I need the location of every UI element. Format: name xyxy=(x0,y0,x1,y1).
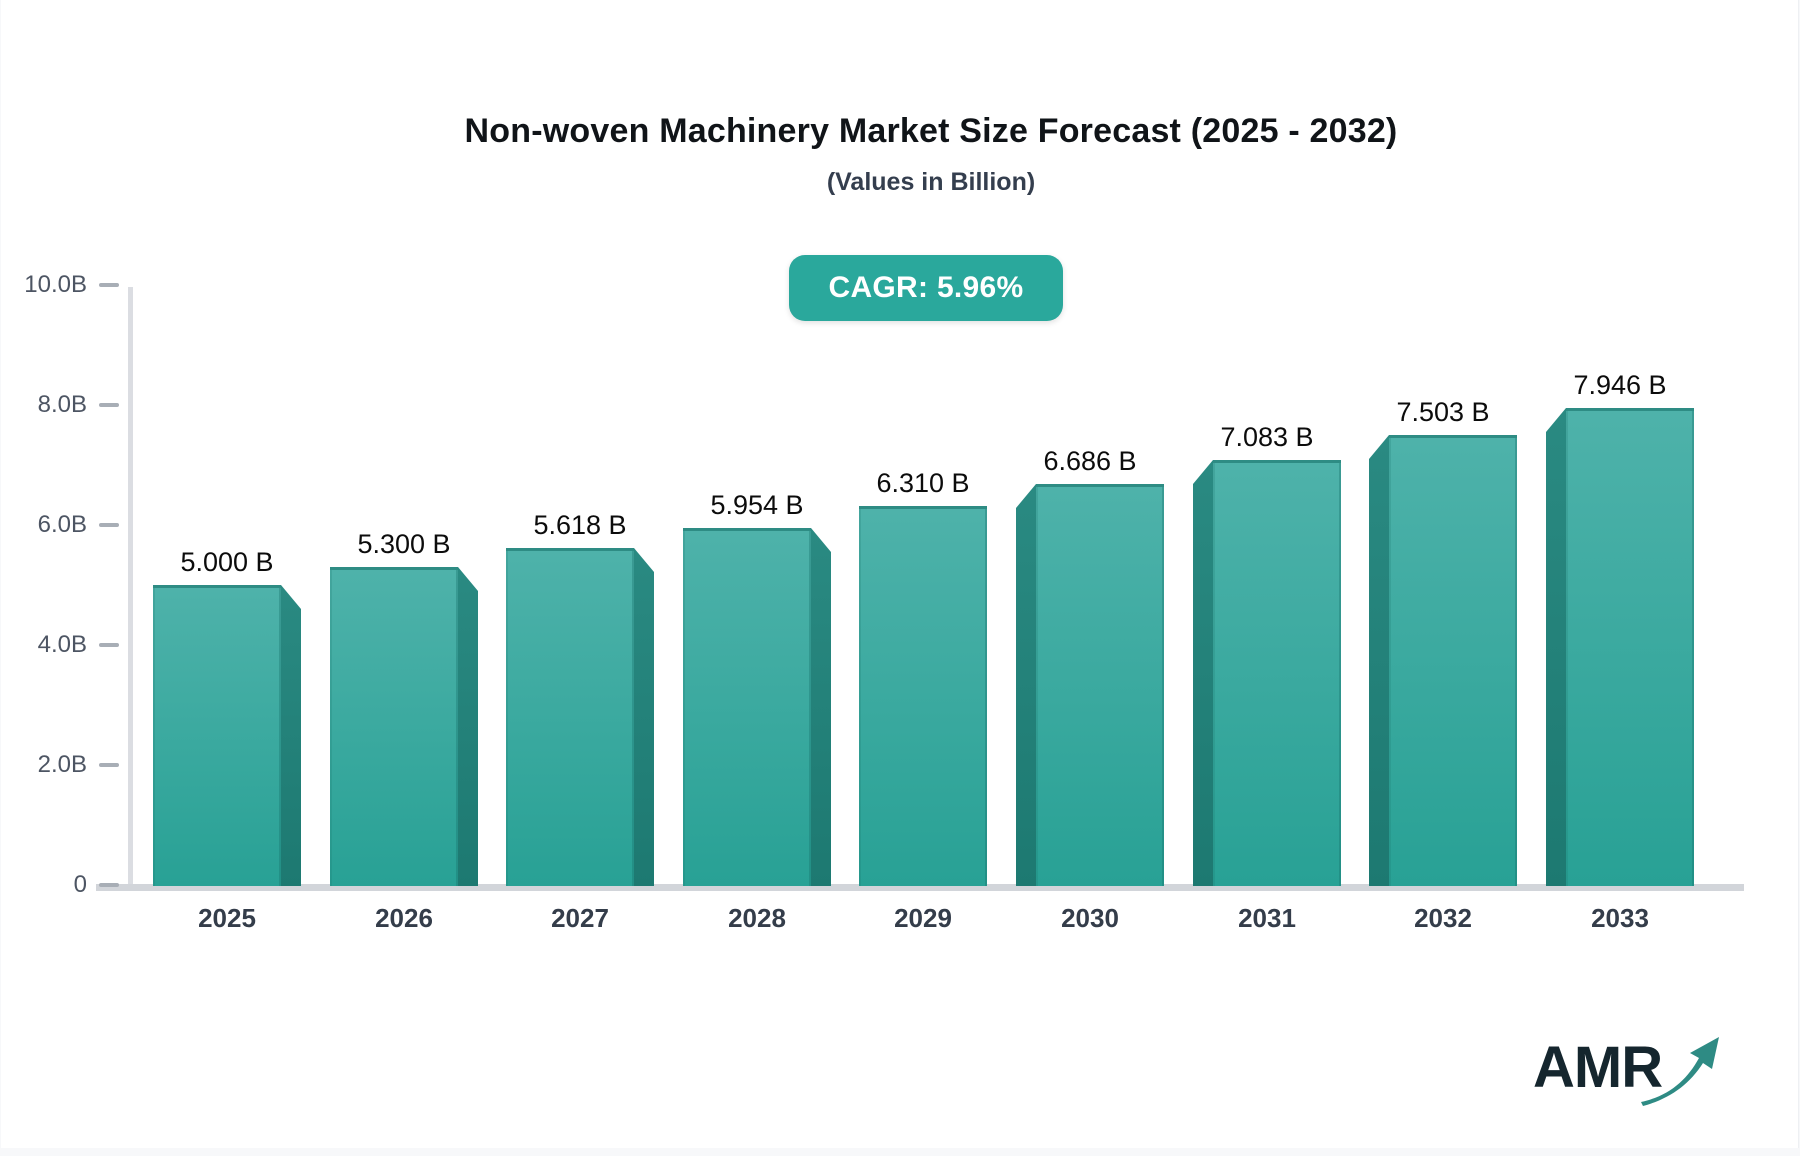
x-axis-label-2026: 2026 xyxy=(375,903,433,933)
y-axis-tick xyxy=(99,523,119,527)
bar-2032 xyxy=(1389,435,1517,886)
x-axis-label-2033: 2033 xyxy=(1591,903,1649,933)
bar-2029 xyxy=(859,506,987,886)
bar-value-label: 7.083 B xyxy=(1220,422,1314,452)
y-axis-label: 10.0B xyxy=(24,271,87,298)
bar-2030 xyxy=(1036,484,1164,886)
bar-3d-side xyxy=(1193,460,1213,886)
chart-subtitle: (Values in Billion) xyxy=(826,168,1036,196)
bar-value-label: 5.954 B xyxy=(710,490,804,520)
bar-value-label: 5.000 B xyxy=(180,547,274,577)
bar-2027 xyxy=(506,548,634,886)
brand-logo-text: AMR xyxy=(1533,1035,1663,1100)
bar-3d-side xyxy=(1369,435,1389,886)
bar-2031 xyxy=(1213,460,1341,886)
x-axis-label-2032: 2032 xyxy=(1414,903,1472,933)
bar-2033 xyxy=(1566,408,1694,886)
bar-3d-side xyxy=(1016,484,1036,886)
brand-logo: AMR xyxy=(1519,1026,1719,1116)
x-axis-label-2025: 2025 xyxy=(198,903,256,933)
bar-3d-side xyxy=(281,585,301,886)
y-axis-label: 4.0B xyxy=(37,631,87,658)
x-axis-label-2029: 2029 xyxy=(894,903,952,933)
x-axis-baseline xyxy=(96,884,1744,891)
y-axis-line xyxy=(128,287,133,888)
growth-arrow-icon xyxy=(1641,1037,1719,1106)
cagr-badge: CAGR: 5.96% xyxy=(789,255,1063,321)
bar-3d-side xyxy=(1546,408,1566,886)
bar-3d-side xyxy=(634,548,654,886)
y-axis-tick xyxy=(99,283,119,287)
y-axis-tick xyxy=(99,643,119,647)
x-axis-label-2028: 2028 xyxy=(728,903,786,933)
bar-3d-side xyxy=(458,567,478,886)
x-axis-label-2027: 2027 xyxy=(551,903,609,933)
y-axis-tick xyxy=(99,403,119,407)
x-axis-label-2031: 2031 xyxy=(1238,903,1296,933)
bar-value-label: 5.618 B xyxy=(533,510,627,540)
card-bottom-margin xyxy=(0,1148,1800,1156)
chart-title: Non-woven Machinery Market Size Forecast… xyxy=(464,112,1398,150)
bar-value-label: 6.686 B xyxy=(1043,446,1137,476)
y-axis-label: 2.0B xyxy=(37,751,87,778)
bar-2026 xyxy=(330,567,458,886)
x-axis-label-2030: 2030 xyxy=(1061,903,1119,933)
cagr-badge-label: CAGR: 5.96% xyxy=(828,271,1024,304)
y-axis-label: 8.0B xyxy=(37,391,87,418)
bar-2025 xyxy=(153,585,281,886)
bar-value-label: 7.946 B xyxy=(1573,370,1667,400)
bar-value-label: 7.503 B xyxy=(1396,397,1490,427)
bar-3d-side xyxy=(811,528,831,886)
bar-value-label: 6.310 B xyxy=(876,468,970,498)
bar-2028 xyxy=(683,528,811,886)
bar-value-label: 5.300 B xyxy=(357,529,451,559)
y-axis-label: 6.0B xyxy=(37,511,87,538)
y-axis-tick xyxy=(99,763,119,767)
y-axis-tick xyxy=(99,883,119,887)
y-axis-label: 0 xyxy=(73,871,87,898)
